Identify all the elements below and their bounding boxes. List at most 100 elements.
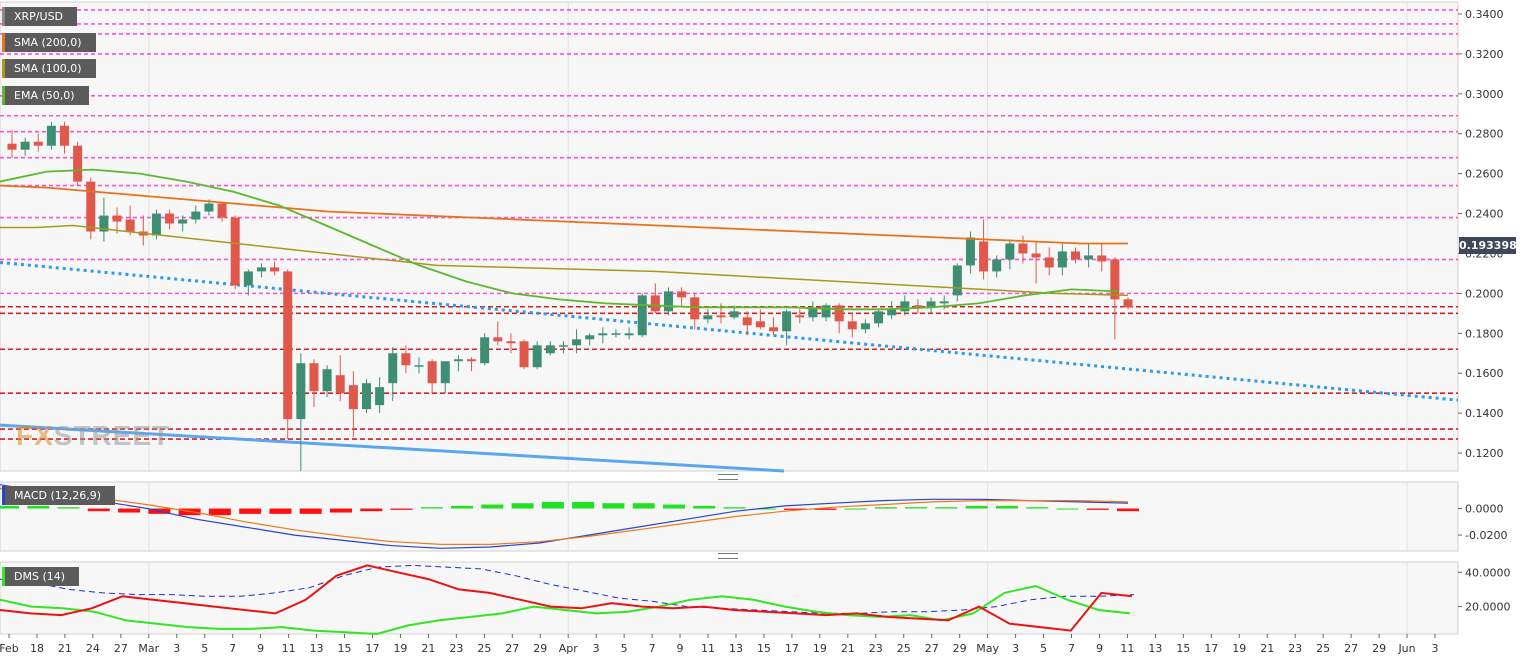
candle-up (1057, 251, 1067, 268)
x-tick-label: 5 (201, 642, 208, 655)
candle-up (532, 345, 542, 368)
price-pane-bg (0, 1, 1459, 472)
candle-up (729, 311, 739, 318)
macd-pane-bg (0, 481, 1459, 552)
descending-trendline-dotted (0, 260, 1459, 402)
ema50-label: EMA (50,0) (14, 89, 75, 102)
candle-down (913, 305, 923, 308)
candle-up (256, 267, 266, 272)
candle-up (361, 383, 371, 410)
x-tick-label: May (976, 642, 999, 655)
ema50-line (0, 168, 1119, 311)
candle-down (401, 353, 411, 366)
macd-histogram-bar (844, 508, 867, 510)
candle-up (375, 387, 385, 406)
candle-up (545, 345, 555, 354)
macd-histogram-bar (662, 504, 685, 509)
x-tick-label: 13 (1148, 642, 1162, 655)
x-tick-label: 19 (1232, 642, 1246, 655)
candle-up (703, 315, 713, 320)
macd-histogram-bar (602, 503, 625, 509)
candle-down (742, 317, 752, 326)
macd-y-tick-label: 0.0000 (1465, 503, 1504, 516)
pane-resize-handle-macd[interactable] (718, 474, 738, 480)
macd-histogram-bar (511, 503, 534, 509)
macd-histogram-bar (329, 508, 352, 513)
candle-up (414, 365, 424, 367)
x-tick-label: 7 (1068, 642, 1075, 655)
adx-line (0, 564, 1135, 614)
dms-label: DMS (14) (14, 570, 66, 583)
candle-down (86, 181, 96, 232)
macd-histogram-bar (390, 508, 413, 510)
y-tick-label: 0.2400 (1465, 208, 1504, 221)
macd-histogram-bar (541, 501, 564, 509)
x-tick-label: 7 (649, 642, 656, 655)
x-tick-label: 9 (257, 642, 264, 655)
candle-up (191, 211, 201, 220)
x-tick-label: 11 (701, 642, 715, 655)
macd-histogram-bar (723, 507, 746, 509)
y-tick-label: 0.1200 (1465, 447, 1504, 460)
candle-down (73, 145, 83, 182)
x-tick-label: 21 (841, 642, 855, 655)
macd-histogram-bar (905, 507, 928, 509)
candle-up (1005, 243, 1015, 260)
macd-histogram-bar (269, 508, 292, 514)
candle-up (243, 271, 253, 286)
dms-tag[interactable]: DMS (14) (2, 567, 80, 586)
candle-down (1031, 253, 1041, 258)
candle-down (493, 337, 503, 342)
x-tick-label: 27 (505, 642, 519, 655)
macd-signal-line (0, 488, 1129, 546)
x-tick-label: 19 (813, 642, 827, 655)
candle-up (808, 307, 818, 318)
descending-trendline-solid (0, 423, 785, 473)
candle-up (151, 213, 161, 236)
x-tick-label: Mar (138, 642, 159, 655)
candle-up (572, 339, 582, 346)
watermark-street: STREET (53, 420, 171, 451)
candle-down (230, 217, 240, 286)
candle-down (1018, 243, 1028, 254)
pane-resize-handle-dms[interactable] (718, 553, 738, 559)
candle-down (650, 295, 660, 312)
x-tick-label: 23 (1288, 642, 1302, 655)
di-minus-line (0, 564, 1133, 632)
candle-down (467, 359, 477, 362)
y-tick-label: 0.1800 (1465, 327, 1504, 340)
candle-up (480, 337, 490, 364)
macd-histogram-bar (208, 508, 231, 516)
x-tick-label: 9 (677, 642, 684, 655)
x-tick-label: 13 (729, 642, 743, 655)
ema50-tag[interactable]: EMA (50,0) (2, 86, 89, 105)
sma100-line (0, 224, 1129, 297)
candle-down (519, 341, 529, 368)
macd-histogram-bar (965, 505, 988, 509)
candle-up (46, 125, 56, 146)
symbol-tag[interactable]: XRP/USD (2, 7, 78, 26)
y-tick-label: 0.3000 (1465, 88, 1504, 101)
macd-histogram-bar (118, 508, 141, 513)
macd-histogram-bar (451, 505, 474, 509)
macd-tag[interactable]: MACD (12,26,9) (2, 486, 116, 505)
x-tick-label: 29 (533, 642, 547, 655)
macd-histogram-bar (239, 508, 262, 514)
candle-up (860, 323, 870, 330)
x-tick-label: 5 (621, 642, 628, 655)
sma200-tag[interactable]: SMA (200,0) (2, 33, 96, 52)
candle-down (270, 267, 280, 272)
candle-down (165, 213, 175, 224)
macd-histogram-bar (87, 508, 110, 512)
candle-down (1044, 257, 1054, 268)
macd-histogram-bar (27, 505, 50, 509)
y-tick-label: 0.2600 (1465, 168, 1504, 181)
sma200-label: SMA (200,0) (14, 36, 82, 49)
candle-down (690, 297, 700, 320)
sma100-tag[interactable]: SMA (100,0) (2, 59, 96, 78)
candle-up (637, 295, 647, 336)
candle-up (992, 259, 1002, 272)
candle-up (296, 363, 306, 420)
x-tick-label: 25 (1316, 642, 1330, 655)
